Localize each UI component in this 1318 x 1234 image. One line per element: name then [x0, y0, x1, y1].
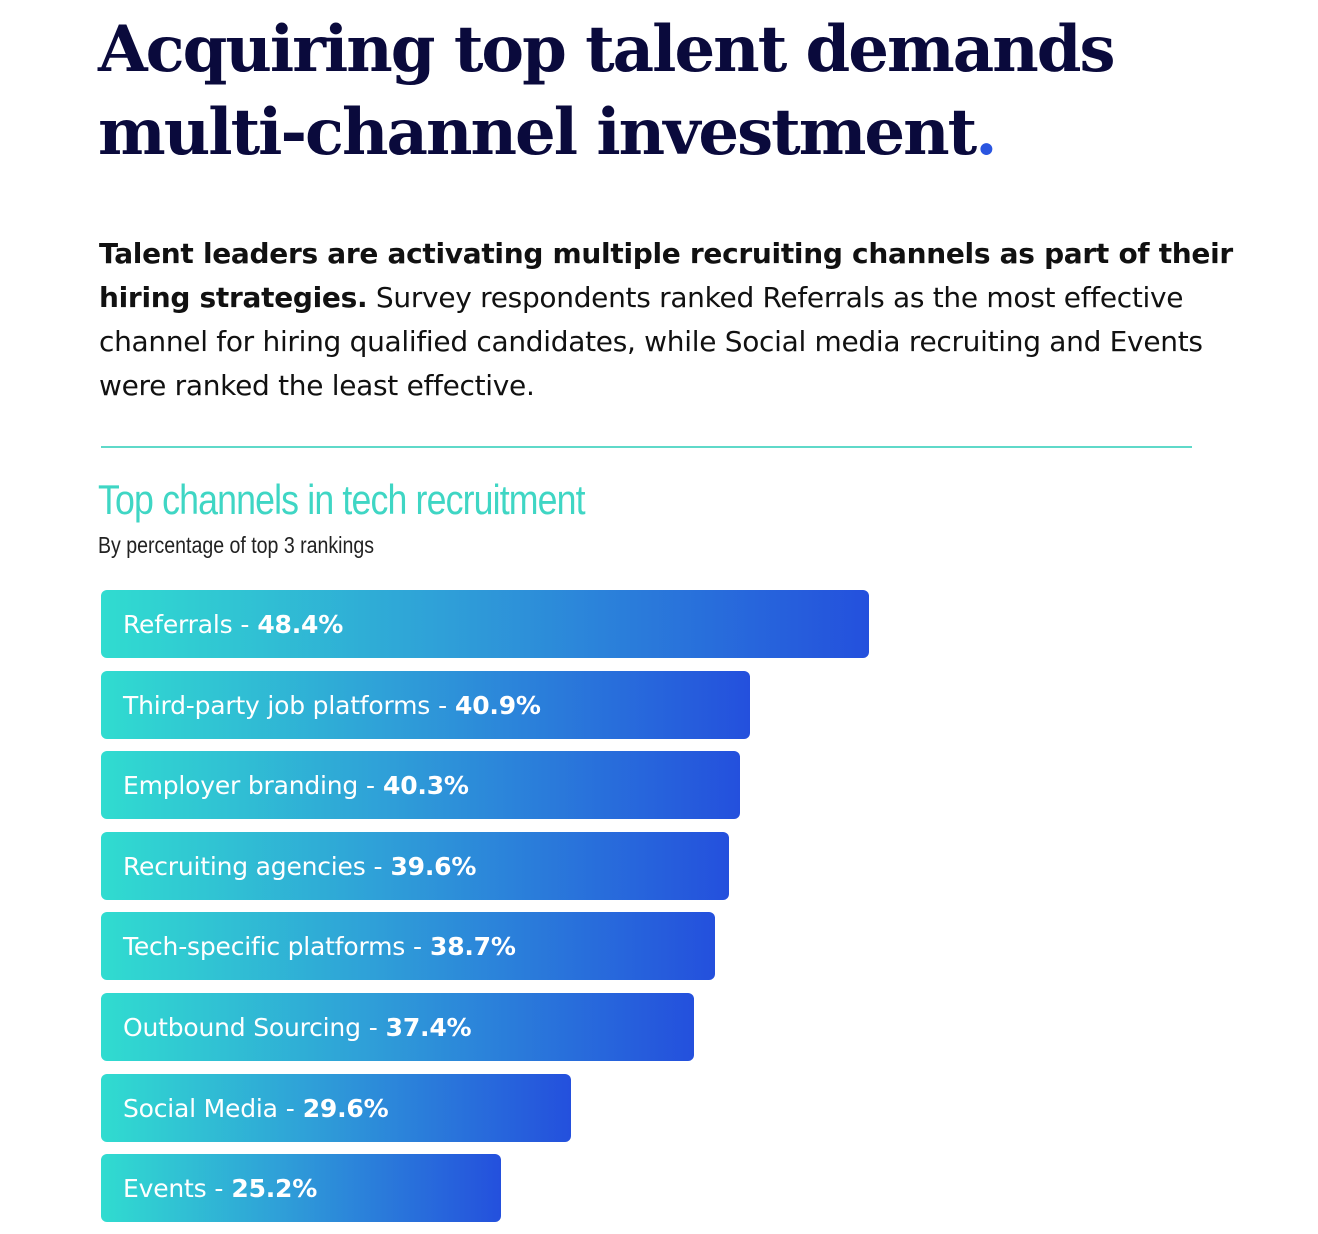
bar-label-separator: - — [232, 609, 258, 639]
bar-label: Third-party job platforms — [123, 690, 431, 720]
headline: Acquiring top talent demands multi-channe… — [98, 8, 1258, 174]
bar-label-separator: - — [365, 851, 391, 881]
bar-label: Social Media — [123, 1093, 278, 1123]
headline-line-2: multi-channel investment — [98, 95, 977, 170]
bar-label-separator: - — [405, 931, 430, 961]
bar-label: Outbound Sourcing — [123, 1012, 361, 1042]
headline-line-1: Acquiring top talent demands — [98, 12, 1115, 87]
bar-label: Events — [123, 1173, 207, 1203]
bar-value-label: 40.9% — [455, 690, 541, 720]
intro-bold-lead: Talent leaders are activating multiple r… — [99, 237, 1233, 314]
bar-referrals: Referrals - 48.4% — [101, 590, 869, 658]
bar-value-label: 25.2% — [231, 1173, 318, 1203]
bar-tech-specific-platforms: Tech-specific platforms - 38.7% — [101, 912, 715, 980]
bar-social-media: Social Media - 29.6% — [101, 1074, 571, 1142]
bar-employer-branding: Employer branding - 40.3% — [101, 751, 740, 819]
bar-label-separator: - — [430, 690, 456, 720]
intro-paragraph: Talent leaders are activating multiple r… — [99, 232, 1249, 408]
bar-value-label: 39.6% — [390, 851, 477, 881]
bar-events: Events - 25.2% — [101, 1154, 501, 1222]
bar-label: Referrals — [123, 609, 233, 639]
bar-label-separator: - — [277, 1093, 303, 1123]
bar-recruiting-agencies: Recruiting agencies - 39.6% — [101, 832, 729, 900]
bar-value-label: 48.4% — [257, 609, 344, 639]
bar-chart: Referrals - 48.4% Third-party job platfor… — [101, 590, 1201, 1230]
bar-value-label: 37.4% — [385, 1012, 472, 1042]
chart-title: Top channels in tech recruitment — [98, 476, 586, 523]
bar-label: Recruiting agencies — [123, 851, 366, 881]
headline-accent-dot: . — [975, 95, 997, 170]
bar-outbound-sourcing: Outbound Sourcing - 37.4% — [101, 993, 694, 1061]
bar-value-label: 40.3% — [383, 770, 469, 800]
section-divider — [101, 446, 1192, 448]
bar-label-separator: - — [358, 770, 384, 800]
intro-body: Survey respondents ranked Referrals as t… — [99, 281, 1203, 402]
bar-label-separator: - — [360, 1012, 386, 1042]
bar-value-label: 38.7% — [430, 931, 516, 961]
bar-third-party-job-platforms: Third-party job platforms - 40.9% — [101, 671, 750, 739]
bar-label-separator: - — [206, 1173, 232, 1203]
bar-label: Employer branding — [123, 770, 359, 800]
chart-subtitle: By percentage of top 3 rankings — [98, 532, 375, 558]
bar-value-label: 29.6% — [302, 1093, 389, 1123]
bar-label: Tech-specific platforms — [123, 931, 406, 961]
